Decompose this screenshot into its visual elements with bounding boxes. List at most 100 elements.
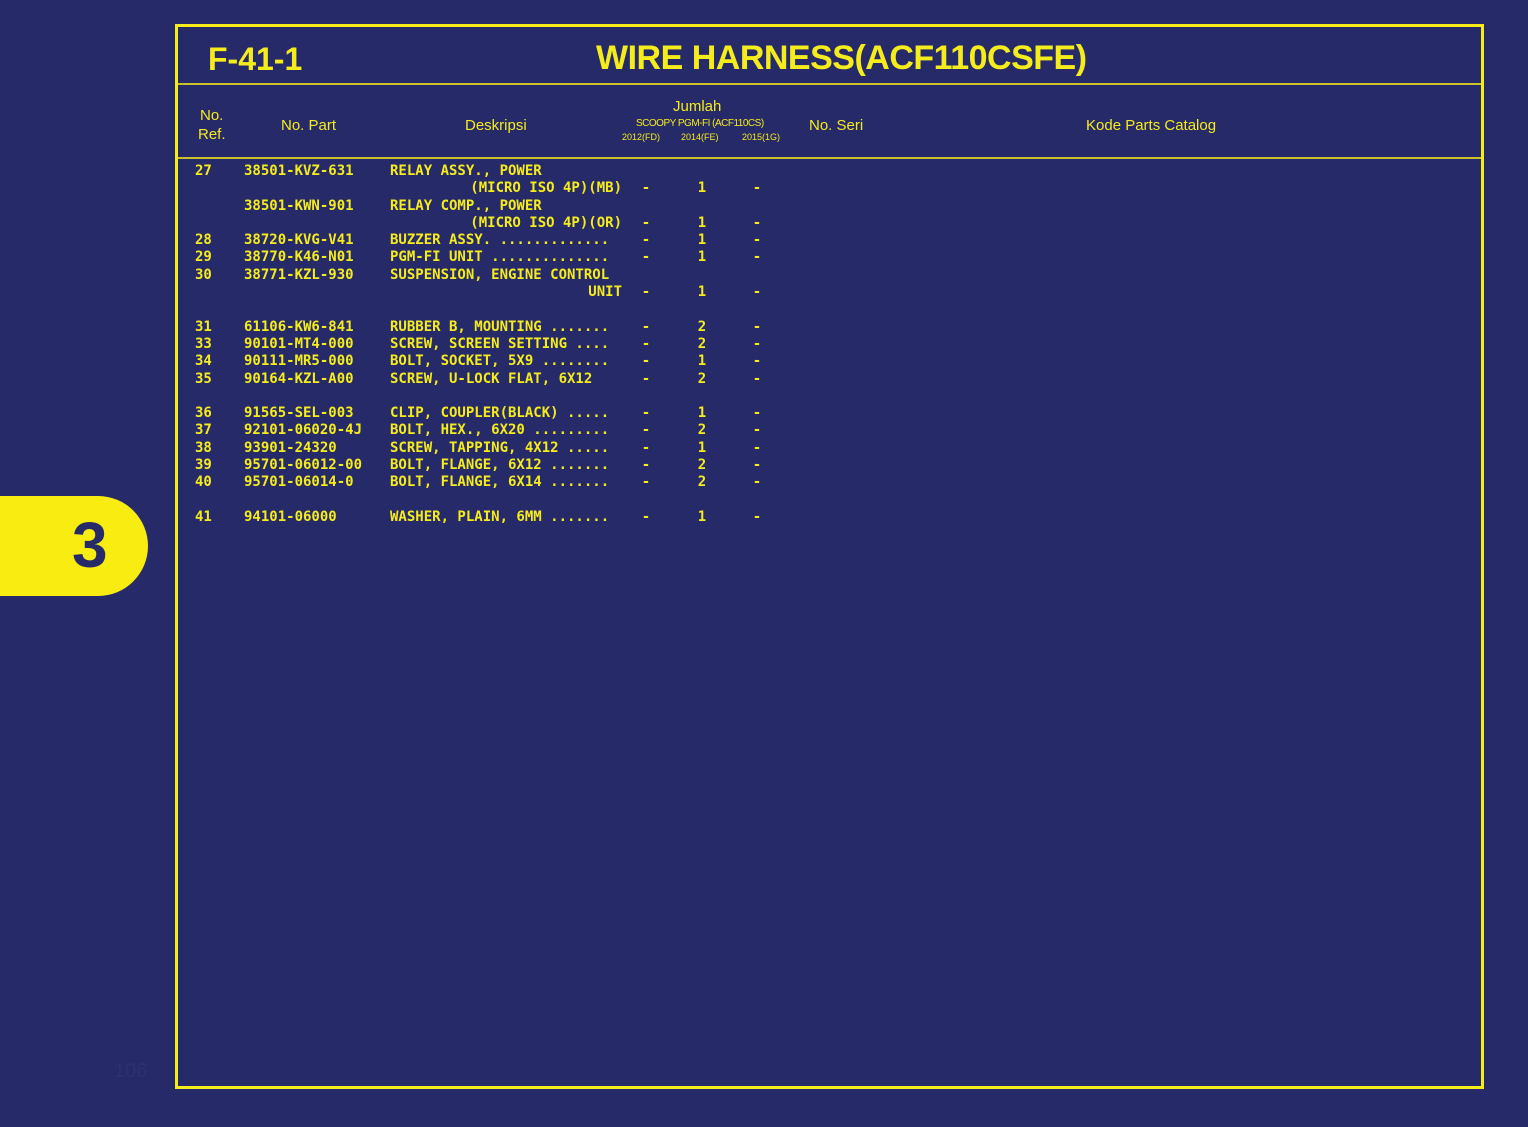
quantity-2: 2 (697, 370, 707, 387)
quantity-3: - (752, 439, 762, 456)
quantity-3: - (752, 474, 762, 491)
quantity-3: - (752, 405, 762, 422)
part-number: 93901-24320 (244, 439, 337, 456)
quantity-1: - (641, 474, 651, 491)
part-number: 38720-KVG-V41 (244, 232, 354, 249)
quantity-1: - (641, 405, 651, 422)
table-row: 38 93901-24320 SCREW, TAPPING, 4X12 ..... -… (178, 440, 1481, 457)
table-row: 28 38720-KVG-V41 BUZZER ASSY. ............… (178, 232, 1481, 249)
ref-number: 27 (195, 163, 212, 179)
description: BUZZER ASSY. ............. (390, 232, 610, 249)
header-ref-2: Ref. (198, 126, 226, 143)
quantity-1: - (641, 508, 651, 525)
ref-number: 28 (195, 232, 212, 249)
part-number: 61106-KW6-841 (244, 318, 354, 335)
page-number: 106 (114, 1060, 148, 1082)
quantity-1: - (641, 284, 651, 301)
quantity-3: - (752, 318, 762, 335)
quantity-1: - (641, 180, 651, 197)
description: RUBBER B, MOUNTING ....... (390, 318, 610, 335)
ref-number: 34 (195, 353, 212, 370)
table-row: 41 94101-06000 WASHER, PLAIN, 6MM ....... -… (178, 509, 1481, 526)
quantity-3: - (752, 284, 762, 301)
table-row: 34 90111-MR5-000 BOLT, SOCKET, 5X9 .......… (178, 353, 1481, 370)
ref-number: 33 (195, 335, 212, 352)
parts-table-frame: F-41-1 WIRE HARNESS(ACF110CSFE) No. Ref.… (175, 24, 1484, 1089)
table-row: 27 38501-KVZ-631 RELAY ASSY., POWER (178, 163, 1481, 180)
part-number: 38770-K46-N01 (244, 249, 354, 266)
table-row: (MICRO ISO 4P)(OR) - 1 - (178, 215, 1481, 232)
part-number: 38771-KZL-930 (244, 266, 354, 283)
quantity-3: - (752, 508, 762, 525)
description: RELAY ASSY., POWER (390, 163, 542, 179)
header-desc: Deskripsi (465, 117, 527, 134)
ref-number: 29 (195, 249, 212, 266)
table-row (178, 388, 1481, 405)
header-year-2: 2014(FE) (681, 132, 719, 142)
quantity-2: 2 (697, 474, 707, 491)
table-row: (MICRO ISO 4P)(MB) - 1 - (178, 180, 1481, 197)
quantity-3: - (752, 214, 762, 231)
description: SUSPENSION, ENGINE CONTROL (390, 266, 610, 283)
table-row: 31 61106-KW6-841 RUBBER B, MOUNTING ......… (178, 319, 1481, 336)
table-row: 30 38771-KZL-930 SUSPENSION, ENGINE CONTRO… (178, 267, 1481, 284)
table-row: UNIT - 1 - (178, 284, 1481, 301)
section-number: 3 (72, 509, 108, 581)
part-number: 38501-KVZ-631 (244, 163, 354, 179)
header-catalog: Kode Parts Catalog (1086, 117, 1217, 134)
table-row: 29 38770-K46-N01 PGM-FI UNIT .............… (178, 249, 1481, 266)
part-number: 95701-06014-0 (244, 474, 354, 491)
part-number: 92101-06020-4J (244, 422, 363, 439)
quantity-2: 2 (697, 335, 707, 352)
ref-number: 30 (195, 266, 212, 283)
table-row: 38501-KWN-901 RELAY COMP., POWER (178, 198, 1481, 215)
part-number: 91565-SEL-003 (244, 405, 354, 422)
parts-list: 27 38501-KVZ-631 RELAY ASSY., POWER (MICRO … (178, 163, 1481, 526)
description: CLIP, COUPLER(BLACK) ..... (390, 405, 610, 422)
part-number: 90101-MT4-000 (244, 335, 354, 352)
quantity-3: - (752, 249, 762, 266)
header-qty: Jumlah (673, 98, 722, 115)
quantity-3: - (752, 232, 762, 249)
description: RELAY COMP., POWER (390, 197, 542, 214)
table-row: 35 90164-KZL-A00 SCREW, U-LOCK FLAT, 6X12 -… (178, 371, 1481, 388)
quantity-3: - (752, 422, 762, 439)
table-row (178, 492, 1481, 509)
ref-number: 31 (195, 318, 212, 335)
quantity-3: - (752, 180, 762, 197)
figure-number: F-41-1 (208, 41, 303, 77)
table-row: 33 90101-MT4-000 SCREW, SCREEN SETTING ...… (178, 336, 1481, 353)
header-ref-1: No. (200, 107, 224, 124)
description: BOLT, FLANGE, 6X12 ....... (390, 457, 610, 474)
part-number: 38501-KWN-901 (244, 197, 354, 214)
description: BOLT, SOCKET, 5X9 ........ (390, 353, 610, 370)
quantity-1: - (641, 249, 651, 266)
quantity-1: - (641, 457, 651, 474)
table-row: 37 92101-06020-4J BOLT, HEX., 6X20 .......… (178, 422, 1481, 439)
quantity-1: - (641, 439, 651, 456)
header-part: No. Part (281, 117, 337, 134)
ref-number: 37 (195, 422, 212, 439)
quantity-2: 1 (697, 232, 707, 249)
quantity-2: 1 (697, 180, 707, 197)
quantity-1: - (641, 335, 651, 352)
description: (MICRO ISO 4P)(OR) (470, 214, 622, 231)
quantity-1: - (641, 353, 651, 370)
part-number: 95701-06012-00 (244, 457, 363, 474)
table-row: 36 91565-SEL-003 CLIP, COUPLER(BLACK) ....… (178, 405, 1481, 422)
quantity-2: 1 (697, 249, 707, 266)
description: SCREW, SCREEN SETTING .... (390, 335, 610, 352)
description: UNIT (588, 284, 622, 301)
quantity-2: 2 (697, 318, 707, 335)
quantity-1: - (641, 214, 651, 231)
table-row (178, 301, 1481, 318)
quantity-2: 1 (697, 439, 707, 456)
description: SCREW, U-LOCK FLAT, 6X12 (390, 370, 593, 387)
section-tab: 3 (0, 496, 148, 596)
part-number: 94101-06000 (244, 508, 337, 525)
title-row: F-41-1 WIRE HARNESS(ACF110CSFE) (178, 27, 1481, 85)
header-year-1: 2012(FD) (622, 132, 661, 142)
description: WASHER, PLAIN, 6MM ....... (390, 508, 610, 525)
quantity-1: - (641, 318, 651, 335)
description: (MICRO ISO 4P)(MB) (470, 180, 622, 197)
